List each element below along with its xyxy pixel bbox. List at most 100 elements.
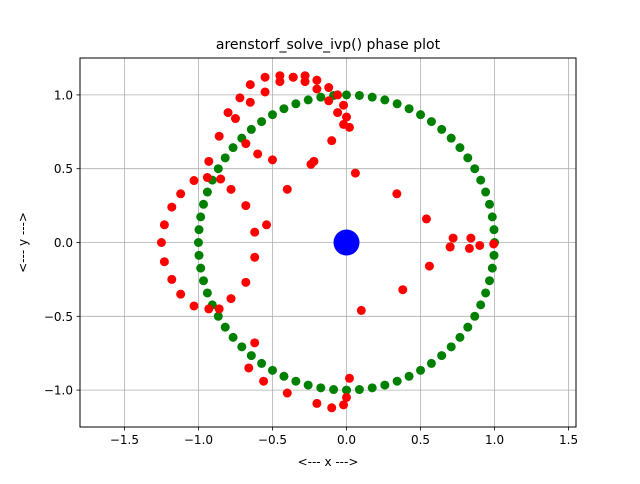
moon-orbit-point: [487, 263, 497, 273]
moon-orbit-point: [213, 164, 223, 174]
trajectory-point: [448, 233, 458, 243]
moon-orbit-point: [416, 110, 426, 120]
y-tick-label: 0.0: [54, 236, 73, 250]
trajectory-point: [214, 304, 224, 314]
trajectory-point: [214, 131, 224, 141]
trajectory-point: [216, 174, 226, 184]
trajectory-point: [204, 156, 214, 166]
trajectory-point: [464, 243, 474, 253]
trajectory-point: [189, 176, 199, 186]
moon-orbit-point: [437, 124, 447, 134]
earth-marker: [333, 229, 360, 256]
axes-frame: [79, 57, 577, 428]
trajectory-point: [339, 119, 349, 129]
moon-orbit-point: [267, 110, 277, 120]
moon-orbit-point: [489, 250, 499, 260]
trajectory-point: [241, 201, 251, 211]
x-axis-label: <--- x --->: [298, 455, 359, 469]
trajectory-point: [189, 301, 199, 311]
moon-orbit-point: [228, 143, 238, 153]
moon-orbit-point: [213, 311, 223, 321]
moon-orbit-point: [316, 383, 326, 393]
trajectory-point: [356, 305, 366, 315]
x-tick-label: −1.5: [110, 433, 139, 447]
trajectory-point: [350, 168, 360, 178]
trajectory-point: [241, 139, 251, 149]
trajectory-point: [167, 274, 177, 284]
trajectory-point: [230, 114, 240, 124]
moon-orbit-point: [485, 199, 495, 209]
trajectory-point: [339, 400, 349, 410]
trajectory-point: [312, 398, 322, 408]
moon-orbit-point: [470, 164, 480, 174]
moon-orbit-point: [198, 199, 208, 209]
trajectory-point: [392, 189, 402, 199]
moon-orbit-point: [463, 322, 473, 332]
moon-orbit-point: [257, 358, 267, 368]
trajectory-point: [176, 189, 186, 199]
moon-orbit-point: [329, 385, 339, 395]
trajectory-point: [259, 376, 269, 386]
x-tick-label: 1.5: [559, 433, 578, 447]
moon-orbit-point: [342, 385, 352, 395]
moon-orbit-point: [446, 342, 456, 352]
moon-orbit-point: [416, 365, 426, 375]
y-tick-label: −1.0: [44, 384, 73, 398]
trajectory-point: [260, 87, 270, 97]
moon-orbit-point: [291, 376, 301, 386]
x-tick-label: 1.0: [485, 433, 504, 447]
trajectory-point: [275, 71, 285, 81]
trajectory-point: [333, 90, 343, 100]
trajectory-point: [167, 202, 177, 212]
trajectory-point: [398, 285, 408, 295]
trajectory-point: [288, 72, 298, 82]
trajectory-point: [489, 239, 499, 249]
trajectory-point: [267, 155, 277, 165]
trajectory-point: [235, 93, 245, 103]
moon-orbit-point: [354, 385, 364, 395]
moon-orbit-point: [426, 358, 436, 368]
moon-orbit-point: [481, 288, 491, 298]
trajectory-point: [421, 214, 431, 224]
trajectory-point: [245, 80, 255, 90]
trajectory-point: [226, 294, 236, 304]
moon-orbit-point: [487, 212, 497, 222]
moon-orbit-point: [267, 365, 277, 375]
moon-orbit-point: [303, 380, 313, 390]
moon-orbit-point: [470, 311, 480, 321]
y-axis-label: <--- y --->: [16, 212, 30, 273]
moon-orbit-point: [193, 238, 203, 247]
moon-orbit-point: [380, 380, 390, 390]
moon-orbit-point: [303, 95, 313, 105]
trajectory-point: [250, 252, 260, 262]
trajectory-point: [324, 83, 334, 93]
moon-orbit-point: [257, 117, 267, 127]
moon-orbit-point: [455, 143, 465, 153]
trajectory-point: [226, 184, 236, 194]
moon-orbit-point: [367, 383, 377, 393]
moon-orbit-point: [392, 99, 402, 109]
trajectory-point: [159, 220, 169, 230]
trajectory-point: [202, 173, 212, 183]
moon-orbit-point: [228, 332, 238, 342]
trajectory-point: [312, 84, 322, 94]
trajectory-point: [223, 108, 233, 118]
moon-orbit-point: [198, 276, 208, 286]
trajectory-point: [253, 149, 263, 159]
y-tick-label: 0.5: [54, 162, 73, 176]
trajectory-point: [245, 97, 255, 107]
moon-orbit-point: [485, 276, 495, 286]
y-tick-label: 1.0: [54, 88, 73, 102]
moon-orbit-point: [463, 153, 473, 163]
trajectory-point: [250, 338, 260, 348]
moon-orbit-point: [246, 124, 256, 134]
trajectory-point: [306, 159, 316, 169]
trajectory-point: [282, 388, 292, 398]
x-tick-label: −1.0: [184, 433, 213, 447]
moon-orbit-point: [220, 153, 230, 163]
x-axis-ticks: −1.5 −1.0 −0.5 0.0 0.5 1.0 1.5: [110, 427, 578, 447]
trajectory-point: [466, 233, 476, 243]
